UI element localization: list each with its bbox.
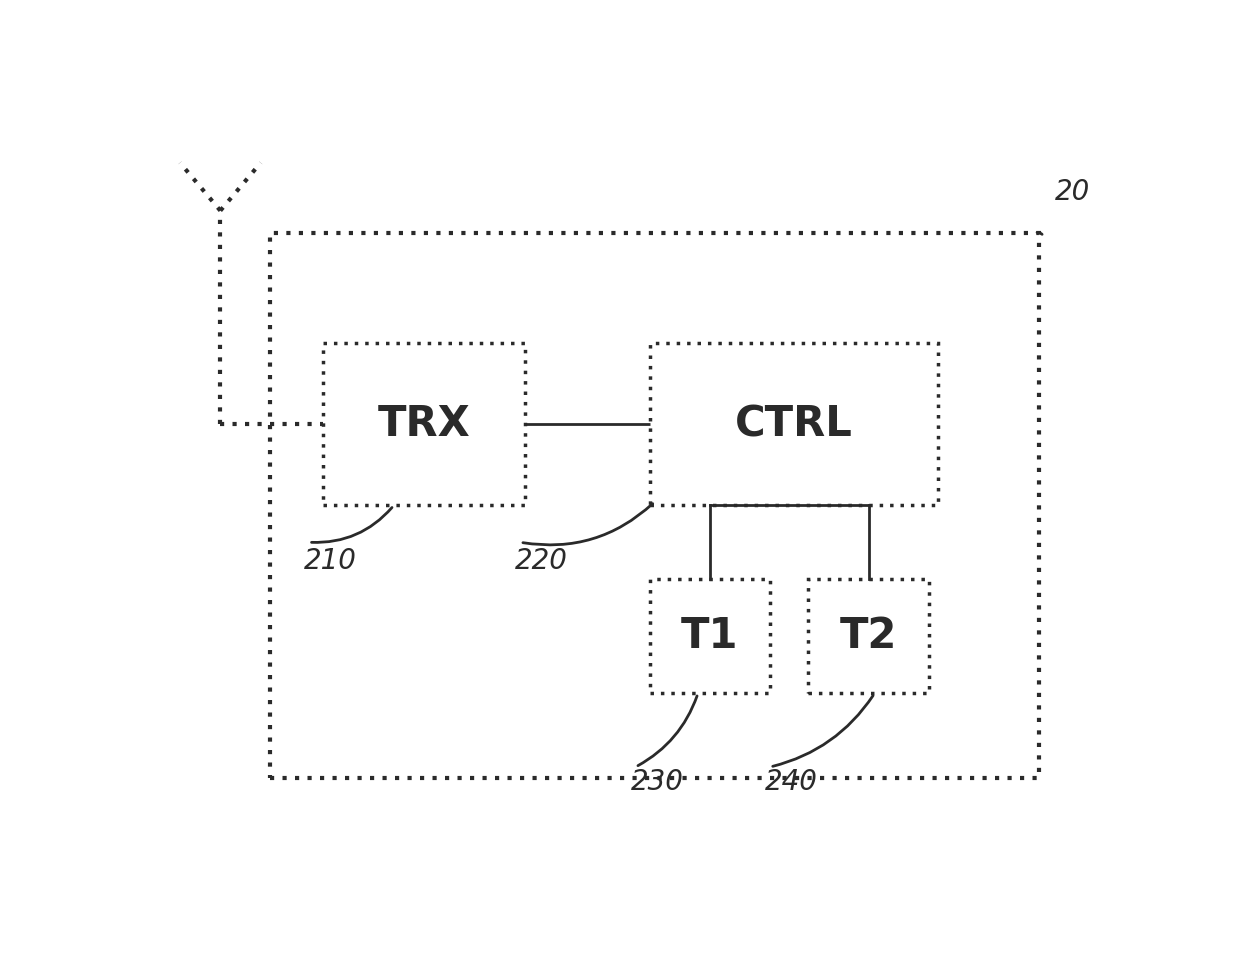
Text: 220: 220 bbox=[516, 546, 568, 574]
Bar bbox=[808, 579, 929, 693]
Bar bbox=[270, 233, 1039, 778]
Bar bbox=[650, 579, 770, 693]
Text: 240: 240 bbox=[765, 768, 818, 795]
Text: CTRL: CTRL bbox=[735, 403, 853, 445]
Bar bbox=[650, 344, 939, 505]
Text: 230: 230 bbox=[631, 768, 683, 795]
Text: 210: 210 bbox=[304, 546, 357, 574]
Bar bbox=[324, 344, 525, 505]
Text: T1: T1 bbox=[681, 615, 739, 657]
Text: T2: T2 bbox=[839, 615, 898, 657]
Text: 20: 20 bbox=[1055, 178, 1090, 206]
Text: TRX: TRX bbox=[378, 403, 470, 445]
